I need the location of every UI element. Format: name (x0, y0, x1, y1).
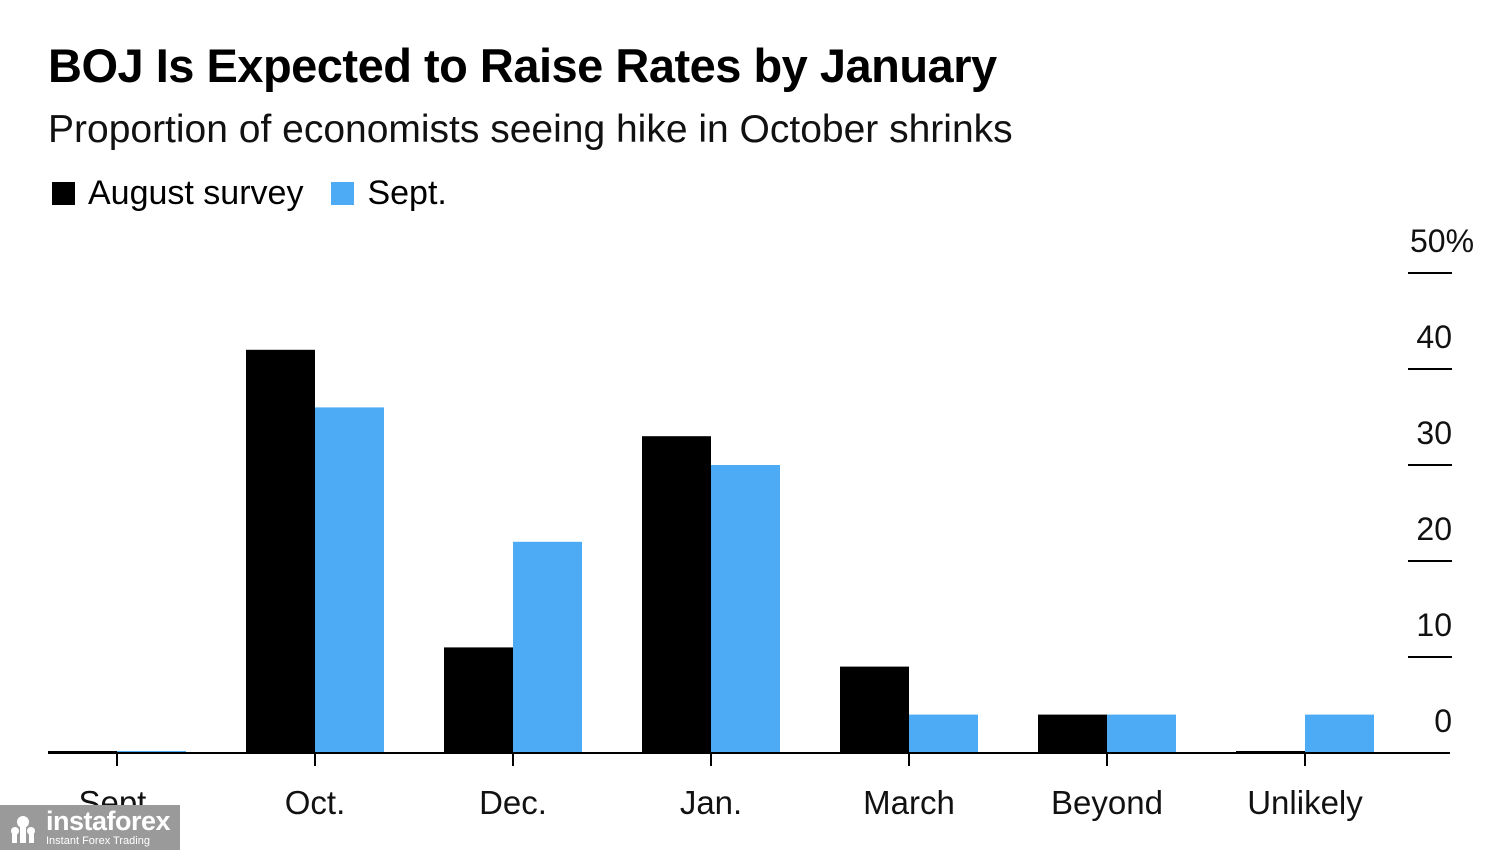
watermark-tagline: Instant Forex Trading (46, 835, 150, 847)
bar-august-survey-beyond (1038, 714, 1107, 753)
chart-subtitle: Proportion of economists seeing hike in … (48, 108, 1013, 151)
legend-label-sept: Sept. (367, 174, 447, 212)
chart-title: BOJ Is Expected to Raise Rates by Januar… (48, 39, 997, 92)
y-tick-label-0: 0 (1434, 703, 1452, 739)
x-tick-label-jan: Jan. (680, 784, 742, 821)
y-tick-label-20: 20 (1416, 511, 1452, 547)
bar-sept-oct (315, 407, 384, 753)
watermark: instaforex Instant Forex Trading (0, 805, 180, 850)
y-tick-label-10: 10 (1416, 607, 1452, 643)
legend-label-august: August survey (88, 174, 304, 212)
x-tick-label-march: March (863, 784, 955, 821)
x-tick-label-oct: Oct. (285, 784, 346, 821)
bar-sept-beyond (1107, 714, 1176, 753)
legend-item-august: August survey (52, 174, 303, 213)
y-tick-label-30: 30 (1416, 415, 1452, 451)
legend-swatch-august (52, 182, 75, 205)
legend-swatch-sept (331, 182, 355, 205)
bar-sept-unlikely (1305, 714, 1374, 753)
bar-sept-jan (711, 465, 780, 753)
x-tick-label-unlikely: Unlikely (1247, 784, 1363, 821)
x-tick-label-beyond: Beyond (1051, 784, 1163, 821)
legend-item-sept: Sept. (331, 174, 447, 213)
bar-sept-dec (513, 541, 582, 753)
legend: August survey Sept. (52, 174, 475, 213)
bar-august-survey-jan (642, 436, 711, 753)
bar-august-survey-oct (246, 349, 315, 753)
watermark-brand: instaforex (46, 806, 171, 836)
bar-sept-march (909, 714, 978, 753)
instaforex-logo-icon (11, 815, 35, 843)
y-tick-label-50: 50% (1410, 223, 1474, 259)
x-tick-label-dec: Dec. (479, 784, 547, 821)
bar-august-survey-dec (444, 647, 513, 753)
y-tick-label-40: 40 (1416, 319, 1452, 355)
bar-august-survey-march (840, 666, 909, 753)
